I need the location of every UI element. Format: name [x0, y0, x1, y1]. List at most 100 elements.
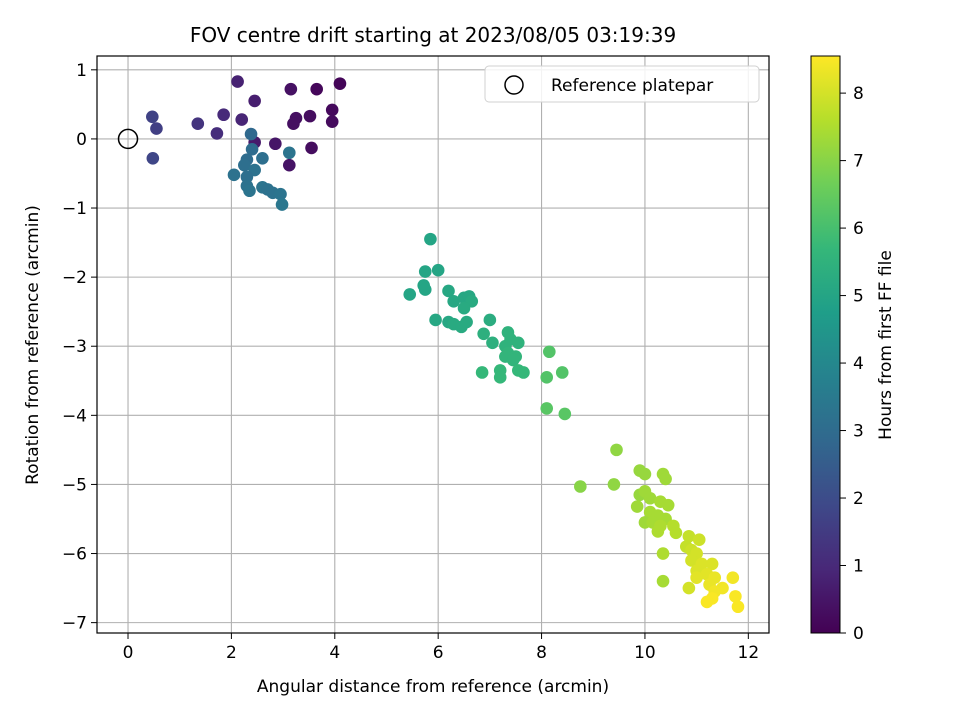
data-point [656, 547, 670, 560]
y-axis-label: Rotation from reference (arcmin) [23, 205, 43, 485]
data-point [690, 571, 703, 585]
colorbar-tick-label: 5 [853, 287, 864, 307]
data-point [543, 345, 556, 359]
data-point [424, 232, 437, 246]
x-tick-label: 6 [433, 643, 444, 663]
data-point [540, 402, 554, 415]
data-point [305, 141, 318, 155]
data-point [256, 151, 269, 165]
data-point [442, 284, 455, 298]
data-point [558, 407, 572, 421]
data-point [511, 336, 525, 350]
data-point [643, 491, 657, 505]
data-point [282, 146, 296, 160]
data-point [235, 113, 249, 126]
data-point [275, 198, 289, 211]
data-point [483, 313, 497, 327]
data-point [243, 184, 256, 198]
data-point [460, 315, 473, 329]
data-point [418, 283, 432, 296]
data-point [638, 467, 652, 481]
y-tick-label: 0 [76, 130, 87, 150]
data-point [669, 526, 683, 540]
data-point [325, 103, 339, 117]
grid-lines [97, 56, 769, 633]
data-point [245, 142, 259, 156]
data-point [685, 554, 698, 567]
data-point [726, 571, 740, 585]
data-point [431, 263, 445, 277]
data-point [248, 94, 261, 108]
y-tick-label: −6 [62, 545, 87, 565]
data-point [705, 557, 719, 571]
colorbar-label: Hours from first FF file [876, 250, 896, 440]
data-point [244, 127, 258, 141]
y-tick-label: −5 [62, 475, 87, 495]
data-point [403, 288, 417, 301]
chart-title: FOV centre drift starting at 2023/08/05 … [190, 23, 676, 47]
colorbar-tick-label: 3 [853, 422, 864, 442]
data-point [555, 366, 569, 379]
data-point [333, 77, 347, 90]
data-point [692, 533, 706, 547]
data-point [700, 595, 714, 609]
data-point [574, 480, 587, 493]
colorbar [810, 55, 841, 634]
legend: Reference platepar [484, 65, 760, 103]
data-point [447, 295, 460, 308]
data-point [477, 327, 490, 341]
colorbar-tick-label: 2 [853, 489, 864, 509]
legend-box [484, 65, 760, 103]
colorbar-tick-label: 8 [853, 84, 864, 104]
data-point [269, 137, 282, 151]
data-point [475, 366, 489, 379]
data-point [659, 472, 672, 486]
data-point [731, 600, 745, 614]
data-points [146, 75, 745, 614]
data-point [150, 122, 163, 135]
data-point [282, 158, 296, 172]
data-point [607, 478, 621, 491]
data-point [682, 581, 696, 595]
y-tick-label: −4 [62, 406, 87, 426]
colorbar-tick-label: 7 [853, 152, 864, 172]
x-tick-label: 10 [634, 643, 656, 663]
data-point [227, 168, 241, 182]
x-tick-label: 8 [536, 643, 547, 663]
x-axis-label: Angular distance from reference (arcmin) [257, 677, 609, 697]
data-point [238, 158, 251, 172]
data-point [651, 525, 665, 538]
reference-marker [117, 128, 139, 150]
data-point [231, 75, 244, 88]
colorbar-tick-label: 0 [853, 624, 864, 644]
data-point [656, 574, 670, 588]
colorbar-tick-label: 6 [853, 219, 864, 239]
data-point [682, 529, 696, 543]
data-point [217, 108, 230, 122]
data-point [486, 336, 499, 350]
data-point [210, 127, 224, 140]
data-point [287, 117, 300, 131]
plot-frame [96, 55, 770, 634]
data-point [191, 117, 205, 131]
legend-entry: Reference platepar [551, 76, 713, 96]
data-point [310, 82, 323, 96]
colorbar-ticks: 0 1 2 3 4 5 6 7 8 [840, 84, 864, 644]
data-point [325, 115, 339, 128]
x-tick-label: 12 [738, 643, 760, 663]
data-point [630, 500, 644, 513]
data-point [303, 109, 317, 123]
data-point [661, 498, 675, 512]
data-point [146, 110, 159, 124]
y-tick-label: −1 [62, 199, 87, 219]
data-point [274, 187, 287, 201]
data-point [457, 301, 471, 315]
x-axis-ticks: 0 2 4 6 8 10 12 [123, 633, 760, 663]
data-point [493, 371, 507, 384]
colorbar-tick-label: 1 [853, 557, 864, 577]
data-point [240, 170, 254, 184]
data-point [506, 353, 520, 367]
data-point [610, 443, 623, 457]
data-point [284, 82, 298, 96]
